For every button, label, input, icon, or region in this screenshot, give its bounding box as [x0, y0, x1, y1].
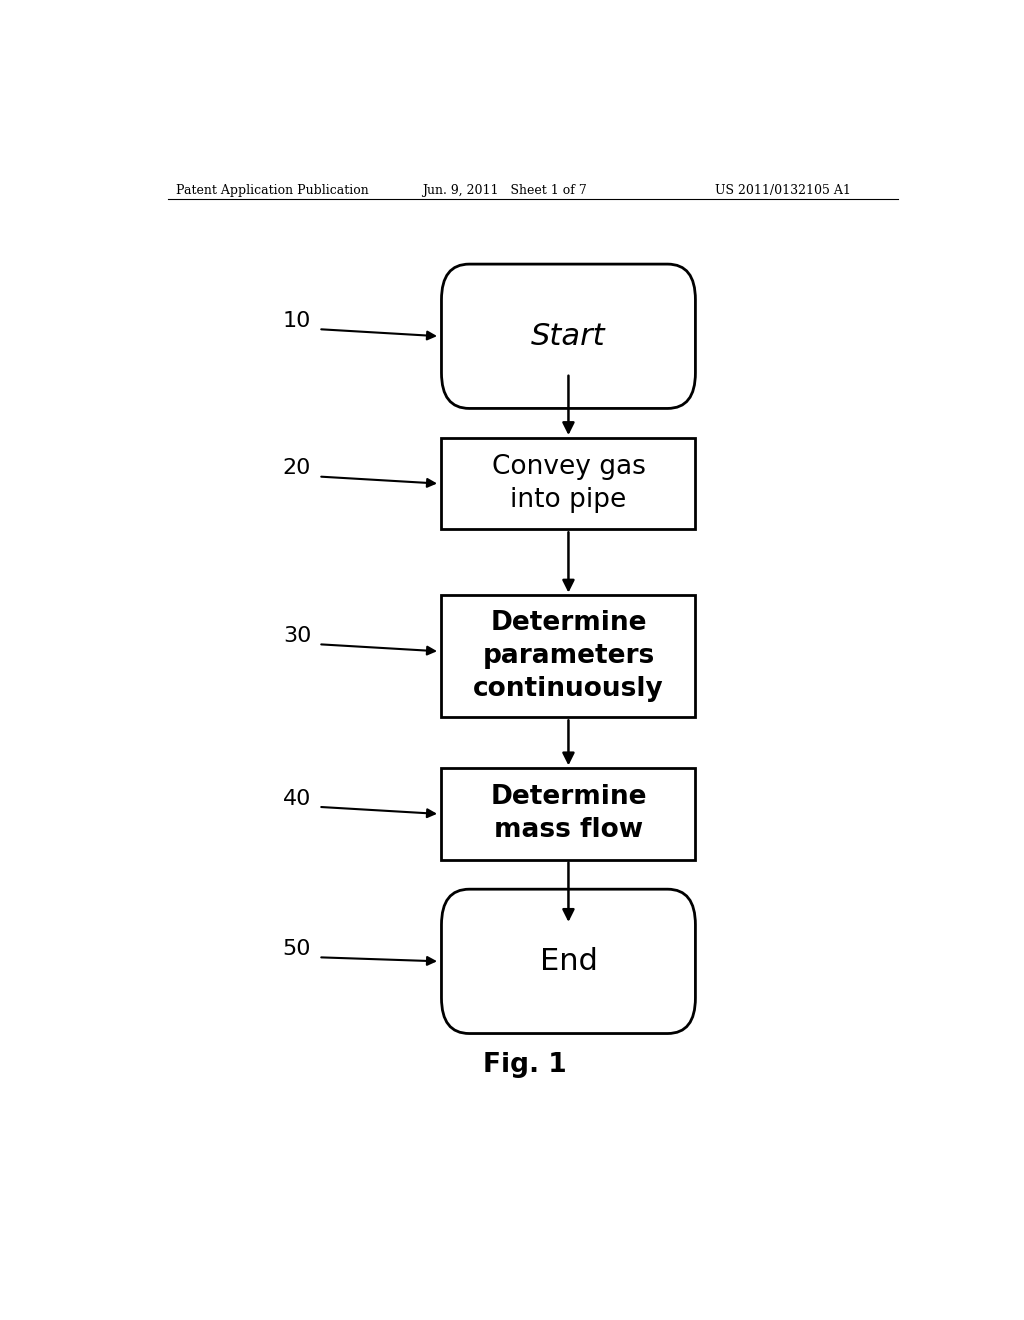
Bar: [441, 438, 695, 529]
Text: Jun. 9, 2011   Sheet 1 of 7: Jun. 9, 2011 Sheet 1 of 7: [422, 183, 587, 197]
Text: Determine
mass flow: Determine mass flow: [490, 784, 647, 843]
Text: 50: 50: [283, 939, 311, 960]
Text: 40: 40: [283, 789, 311, 809]
FancyBboxPatch shape: [441, 890, 695, 1034]
Text: Patent Application Publication: Patent Application Publication: [176, 183, 369, 197]
Text: 20: 20: [283, 458, 311, 478]
Text: Convey gas
into pipe: Convey gas into pipe: [492, 454, 645, 513]
Text: 30: 30: [283, 626, 311, 645]
Text: Determine
parameters
continuously: Determine parameters continuously: [473, 610, 664, 702]
Text: Start: Start: [531, 322, 606, 351]
Text: 10: 10: [283, 312, 311, 331]
FancyBboxPatch shape: [441, 264, 695, 408]
Text: End: End: [540, 946, 597, 975]
Text: Fig. 1: Fig. 1: [483, 1052, 566, 1078]
Text: US 2011/0132105 A1: US 2011/0132105 A1: [715, 183, 851, 197]
Bar: [441, 595, 695, 718]
Bar: [441, 768, 695, 859]
